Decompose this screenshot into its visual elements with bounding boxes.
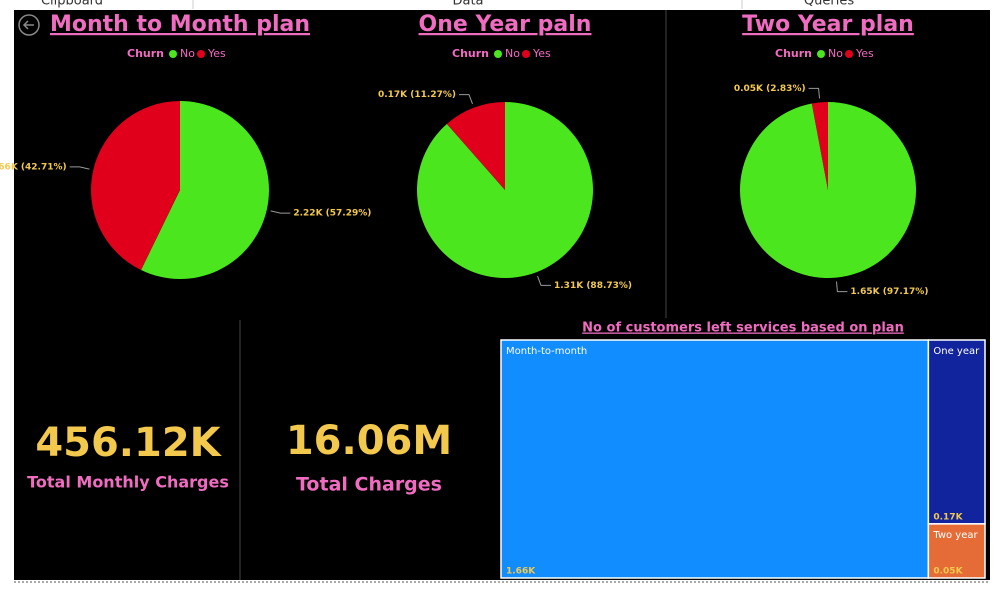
- data-label: 0.17K (11.27%): [378, 90, 456, 100]
- ribbon-label: Data: [452, 0, 483, 9]
- legend-label: Yes: [532, 47, 551, 60]
- legend-label: No: [180, 47, 195, 60]
- pie-slice: [740, 102, 917, 278]
- leader-line: [69, 166, 90, 170]
- leader-line: [808, 87, 821, 99]
- data-label: 2.22K (57.29%): [293, 209, 371, 219]
- leader-line: [270, 210, 291, 214]
- data-label: 1.66K (42.71%): [0, 162, 67, 172]
- legend-marker: [522, 50, 530, 58]
- chart-title: One Year paln: [419, 12, 592, 37]
- treemap-tile: [927, 339, 986, 525]
- legend-title: Churn: [452, 47, 489, 60]
- legend-label: No: [828, 47, 843, 60]
- chart-title: Month to Month plan: [50, 12, 310, 37]
- legend-marker: [197, 50, 205, 58]
- chart-title: Two Year plan: [742, 12, 914, 37]
- tile-value: 1.66K: [506, 567, 536, 577]
- tile-label: Two year: [932, 530, 978, 541]
- pie-slice: [417, 101, 594, 278]
- legend-marker: [817, 50, 825, 58]
- tile-label: Month-to-month: [506, 346, 587, 357]
- chart-title: No of customers left services based on p…: [582, 321, 904, 336]
- data-label: 0.05K (2.83%): [734, 84, 806, 94]
- pie-slice: [90, 101, 180, 271]
- card-label: Total Monthly Charges: [27, 473, 229, 492]
- legend-marker: [494, 50, 502, 58]
- pie-slice: [141, 101, 269, 279]
- treemap-tile: [500, 339, 930, 579]
- card-value: 16.06M: [286, 418, 452, 464]
- card-label: Total Charges: [296, 474, 442, 496]
- legend-title: Churn: [127, 47, 164, 60]
- back-circle[interactable]: [18, 14, 40, 36]
- back-arrow[interactable]: [22, 20, 34, 30]
- data-label: 1.31K (88.73%): [554, 281, 632, 291]
- leader-line: [537, 275, 552, 286]
- pie-slice: [811, 102, 828, 190]
- leader-line: [458, 94, 473, 105]
- card-value: 456.12K: [35, 420, 222, 466]
- legend-label: Yes: [855, 47, 874, 60]
- back-button[interactable]: [18, 14, 40, 36]
- legend-label: No: [505, 47, 520, 60]
- tile-value: 0.05K: [933, 567, 963, 577]
- legend-label: Yes: [207, 47, 226, 60]
- legend-title: Churn: [775, 47, 812, 60]
- legend-marker: [169, 50, 177, 58]
- tile-value: 0.17K: [933, 512, 963, 522]
- pie-slice: [446, 102, 505, 190]
- ribbon-label: Queries: [804, 0, 854, 9]
- ribbon-label: Clipboard: [41, 0, 103, 9]
- data-label: 1.65K (97.17%): [850, 287, 928, 297]
- leader-line: [835, 281, 848, 293]
- tile-label: One year: [933, 346, 980, 357]
- treemap-tile: [927, 523, 986, 579]
- legend-marker: [845, 50, 853, 58]
